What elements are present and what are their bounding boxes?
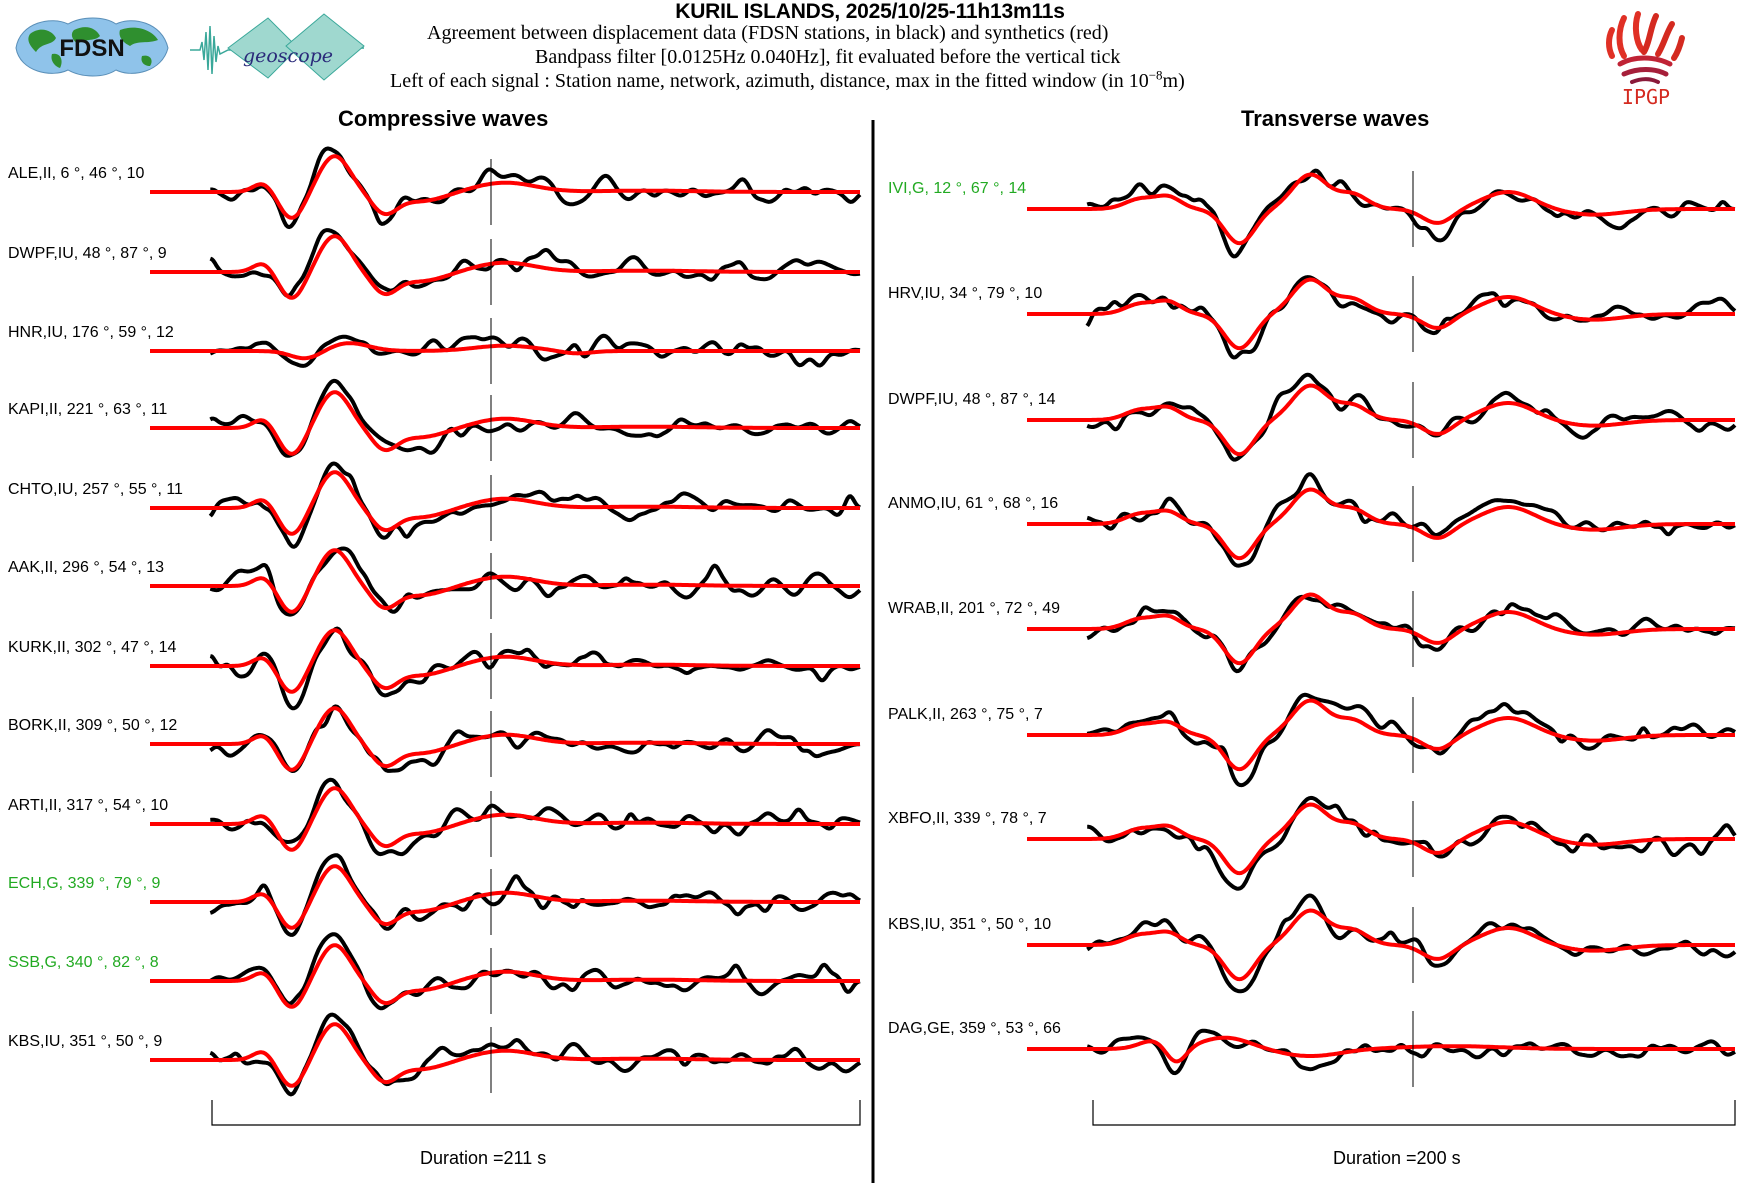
geoscope-seismogram-icon [190,13,365,81]
station-trace-xbfo: XBFO,II, 339 °, 78 °, 7 [888,795,1737,891]
compressive-panel-title: Compressive waves [338,106,549,131]
synthetic-trace [149,154,861,220]
station-trace-kbs: KBS,IU, 351 °, 50 °, 9 [8,1012,862,1097]
synthetic-trace [149,706,861,772]
station-label: WRAB,II, 201 °, 72 °, 49 [888,600,1060,617]
data-trace [208,461,861,549]
station-label: PALK,II, 263 °, 75 °, 7 [888,706,1043,723]
station-label: ALE,II, 6 °, 46 °, 10 [8,165,145,182]
fdsn-logo-text: FDSN [59,35,124,62]
synthetic-trace [1026,383,1736,457]
station-trace-hrv: HRV,IU, 34 °, 79 °, 10 [888,275,1737,360]
synthetic-trace [1026,487,1736,561]
data-trace [1086,372,1737,462]
station-label: XBFO,II, 339 °, 78 °, 7 [888,810,1047,827]
fdsn-globe-icon [15,17,169,77]
synthetic-trace [149,1022,861,1088]
station-label: DWPF,IU, 48 °, 87 °, 14 [888,391,1056,408]
station-label: CHTO,IU, 257 °, 55 °, 11 [8,481,183,498]
data-trace [209,378,862,458]
geoscope-logo: geoscope [190,13,365,81]
subtitle-legend-explanation: Left of each signal : Station name, netw… [390,67,1185,93]
data-trace [209,333,861,368]
station-trace-kurk: KURK,II, 302 °, 47 °, 14 [8,626,861,711]
synthetic-trace [149,470,861,536]
data-trace [209,932,861,1011]
station-trace-palk: PALK,II, 263 °, 75 °, 7 [888,692,1737,788]
figure-header: KURIL ISLANDS, 2025/10/25-11h13m11s Agre… [0,0,1740,104]
data-trace [209,228,861,298]
synthetic-trace [1026,592,1736,666]
station-label: KBS,IU, 351 °, 50 °, 10 [888,916,1051,933]
data-trace [1086,893,1737,994]
station-label: ECH,G, 339 °, 79 °, 9 [8,875,161,892]
station-trace-wrab: WRAB,II, 201 °, 72 °, 49 [888,591,1736,674]
station-trace-hnr: HNR,IU, 176 °, 59 °, 12 [8,318,861,384]
station-trace-dwpf: DWPF,IU, 48 °, 87 °, 14 [888,372,1737,462]
transverse-panel-title: Transverse waves [1241,106,1430,131]
synthetic-trace [149,628,861,694]
subtitle-unit: m) [1162,70,1185,92]
subtitle-bandpass: Bandpass filter [0.0125Hz 0.040Hz], fit … [535,46,1121,68]
station-trace-ssb: SSB,G, 340 °, 82 °, 8 [8,932,861,1014]
station-label: KURK,II, 302 °, 47 °, 14 [8,639,177,656]
station-label: DAG,GE, 359 °, 53 °, 66 [888,1020,1061,1037]
synthetic-trace [149,548,861,614]
fdsn-logo: FDSN [15,17,169,77]
synthetic-trace [149,786,861,852]
station-label: IVI,G, 12 °, 67 °, 14 [888,180,1026,197]
station-trace-anmo: ANMO,IU, 61 °, 68 °, 16 [888,472,1736,568]
subtitle-agreement: Agreement between displacement data (FDS… [427,22,1109,44]
station-label: BORK,II, 309 °, 50 °, 12 [8,717,177,734]
transverse-panel: IVI,G, 12 °, 67 °, 14 HRV,IU, 34 °, 79 °,… [888,168,1737,1126]
synthetic-trace [149,390,861,456]
subtitle-exponent: −8 [1148,67,1163,83]
station-label: SSB,G, 340 °, 82 °, 8 [8,954,159,971]
station-trace-kapi: KAPI,II, 221 °, 63 °, 11 [8,378,862,461]
synthetic-trace [1026,802,1736,876]
station-trace-chto: CHTO,IU, 257 °, 55 °, 11 [8,461,861,549]
synthetic-trace [1026,908,1736,982]
subtitle-legend-text: Left of each signal : Station name, netw… [390,70,1149,92]
duration-bracket [1092,1100,1736,1126]
station-label: AAK,II, 296 °, 54 °, 13 [8,559,164,576]
synthetic-trace [1026,172,1736,246]
geoscope-logo-text: geoscope [243,45,333,67]
synthetic-trace [1026,277,1736,351]
ipgp-logo-text: IPGP [1622,85,1670,108]
synthetic-trace [149,943,861,1009]
station-label: HNR,IU, 176 °, 59 °, 12 [8,324,174,341]
compressive-duration-label: Duration =211 s [420,1148,547,1168]
synthetic-trace [149,864,861,930]
station-label: DWPF,IU, 48 °, 87 °, 9 [8,245,167,262]
station-label: ARTI,II, 317 °, 54 °, 10 [8,797,168,814]
station-trace-bork: BORK,II, 309 °, 50 °, 12 [8,704,861,777]
synthetic-trace [1026,1035,1736,1064]
data-trace [1086,1028,1736,1076]
compressive-panel: ALE,II, 6 °, 46 °, 10 DWPF,IU, 48 °, 87 °… [8,146,862,1126]
station-trace-ale: ALE,II, 6 °, 46 °, 10 [8,146,862,230]
figure-title: KURIL ISLANDS, 2025/10/25-11h13m11s [675,0,1065,23]
station-label: ANMO,IU, 61 °, 68 °, 16 [888,495,1058,512]
synthetic-trace [149,234,861,300]
ipgp-logo: IPGP [1606,11,1685,108]
station-trace-arti: ARTI,II, 317 °, 54 °, 10 [8,777,861,857]
station-trace-ivi: IVI,G, 12 °, 67 °, 14 [888,168,1736,259]
synthetic-trace [1026,698,1736,772]
station-label: KBS,IU, 351 °, 50 °, 9 [8,1033,162,1050]
station-trace-kbs: KBS,IU, 351 °, 50 °, 10 [888,893,1737,994]
station-label: KAPI,II, 221 °, 63 °, 11 [8,401,167,418]
transverse-duration-label: Duration =200 s [1333,1148,1461,1168]
station-label: HRV,IU, 34 °, 79 °, 10 [888,285,1042,302]
data-trace [1086,168,1736,259]
station-trace-dag: DAG,GE, 359 °, 53 °, 66 [888,1011,1736,1087]
duration-bracket [211,1100,861,1126]
synthetic-trace [149,341,861,361]
station-trace-aak: AAK,II, 296 °, 54 °, 13 [8,546,862,619]
ipgp-emblem-icon [1606,11,1685,84]
station-trace-ech: ECH,G, 339 °, 79 °, 9 [8,853,861,937]
station-trace-dwpf: DWPF,IU, 48 °, 87 °, 9 [8,228,861,305]
